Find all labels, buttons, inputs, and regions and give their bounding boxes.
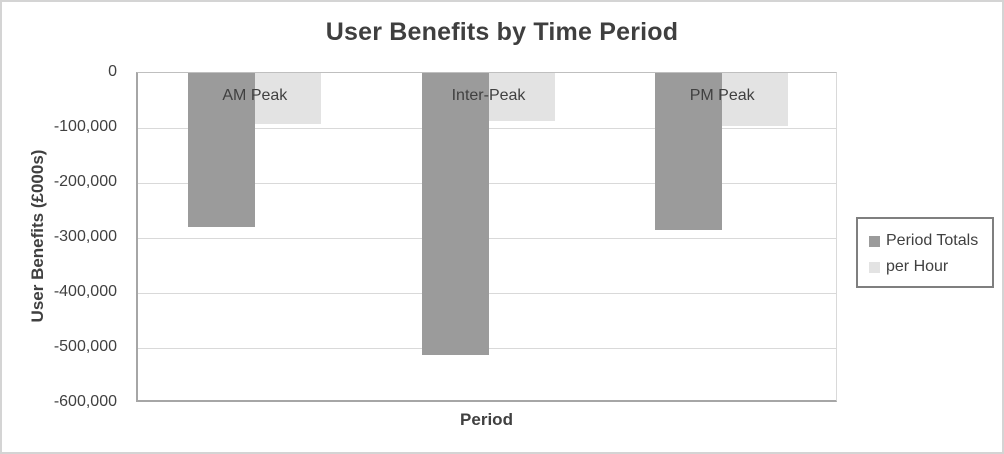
bar-per-hour-pm-peak[interactable] (722, 73, 789, 126)
chart-title: User Benefits by Time Period (325, 18, 679, 46)
y-tick-label: 0 (108, 63, 117, 80)
category-label-inter-peak: Inter-Peak (451, 87, 526, 104)
x-axis-title: Period (460, 410, 513, 429)
plot-area: AM Peak Inter-Peak PM Peak (136, 72, 837, 402)
bar-period-totals-am-peak[interactable] (187, 73, 255, 227)
legend-item-per-hour[interactable]: per Hour (869, 254, 992, 280)
y-tick-label: -200,000 (53, 173, 117, 190)
bar-period-totals-inter-peak[interactable] (421, 73, 489, 356)
bar-per-hour-inter-peak[interactable] (488, 73, 555, 121)
y-tick-label: -600,000 (53, 393, 117, 410)
legend-swatch-per-hour-icon (869, 261, 880, 273)
y-tick-label: -300,000 (53, 228, 117, 245)
legend-swatch-period-totals-icon (869, 235, 880, 247)
category-label-pm-peak: PM Peak (689, 87, 755, 104)
legend-label-per-hour: per Hour (886, 258, 949, 275)
y-tick-label: -100,000 (53, 118, 117, 135)
legend-item-period-totals[interactable]: Period Totals (869, 228, 992, 254)
category-label-am-peak: AM Peak (222, 87, 288, 104)
legend: Period Totals per Hour (856, 217, 994, 288)
bar-period-totals-pm-peak[interactable] (655, 73, 723, 231)
bar-per-hour-am-peak[interactable] (254, 73, 321, 125)
y-tick-label: -500,000 (53, 338, 117, 355)
legend-label-period-totals: Period Totals (886, 232, 979, 249)
y-tick-label: -400,000 (53, 283, 117, 300)
